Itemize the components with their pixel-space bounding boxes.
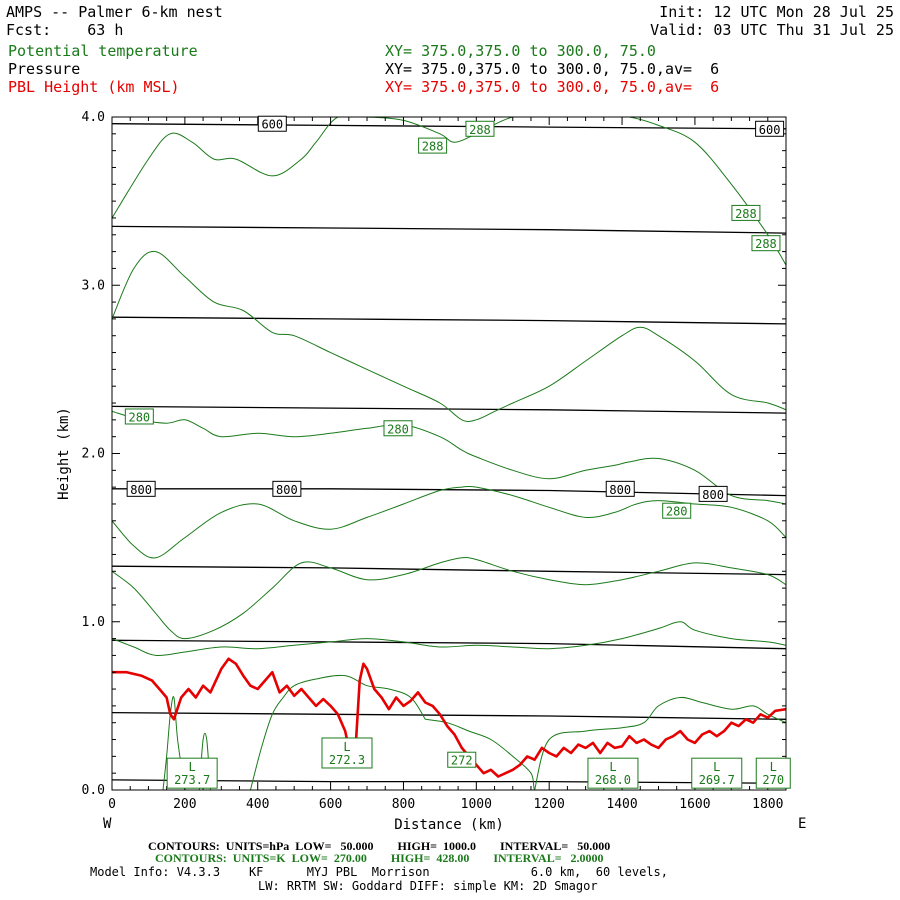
pressure-label: 800: [276, 483, 298, 497]
pressure-contour-8: [112, 779, 786, 784]
pressure-contour-5: [112, 565, 786, 576]
theta-label-box: [465, 120, 495, 137]
x-tick-label: 200: [173, 797, 196, 812]
theta-label: 280: [128, 410, 150, 424]
y-tick-label: 4.0: [82, 110, 105, 125]
low-marker-value: 273.7: [174, 773, 210, 787]
field-pbl-name: PBL Height (km MSL): [8, 78, 180, 96]
x-tick-label: 400: [246, 797, 269, 812]
x-tick-label: 1600: [679, 797, 710, 812]
theta-contour-9: [425, 718, 542, 790]
theta-label-box: [662, 502, 692, 519]
low-marker-box: [587, 757, 639, 789]
theta-label-box: [447, 751, 477, 768]
theta-label-box: [731, 204, 761, 221]
y-tick-label: 0.0: [82, 783, 105, 798]
theta-contour-3: [112, 485, 786, 559]
low-marker-letter: L: [770, 760, 777, 774]
low-marker-box: [166, 757, 218, 789]
field-pressure-name: Pressure: [8, 60, 81, 78]
low-marker-value: 270: [762, 773, 784, 787]
pressure-label: 800: [130, 483, 152, 497]
forecast-hour: Fcst: 63 h: [6, 21, 124, 39]
theta-label-box: [751, 235, 781, 252]
theta-label: 280: [666, 505, 688, 519]
west-label: W: [103, 816, 112, 832]
plot-area: [112, 117, 786, 790]
low-marker-box: [755, 757, 791, 789]
x-tick-label: 0: [108, 797, 116, 812]
low-marker-value: 268.0: [595, 773, 631, 787]
x-tick-label: 600: [319, 797, 342, 812]
valid-time: Valid: 03 UTC Thu 31 Jul 25: [650, 21, 894, 39]
field-theta-name: Potential temperature: [8, 42, 198, 60]
pressure-contour-2: [112, 316, 786, 325]
theta-label-box: [124, 408, 154, 425]
theta-label: 288: [469, 123, 491, 137]
theta-label-box: [418, 137, 448, 154]
pressure-label: 800: [702, 488, 724, 502]
low-marker-box: [321, 737, 373, 769]
y-tick-label: 1.0: [82, 615, 105, 630]
x-tick-label: 1000: [461, 797, 492, 812]
low-marker-letter: L: [713, 760, 720, 774]
theta-label-box: [383, 420, 413, 437]
theta-contour-1: [112, 250, 786, 422]
low-marker-letter: L: [609, 760, 616, 774]
pressure-label-box: [605, 480, 635, 497]
footer-pressure-contours: CONTOURS: UNITS=hPa LOW= 50.000 HIGH= 10…: [148, 839, 611, 853]
theta-contour-4: [112, 557, 786, 640]
low-marker-letter: L: [189, 760, 196, 774]
theta-label: 288: [755, 237, 777, 251]
field-pbl-xy: XY= 375.0,375.0 to 300.0, 75.0,av= 6: [385, 78, 720, 96]
x-axis-label: Distance (km): [394, 817, 504, 833]
pressure-label: 600: [759, 123, 781, 137]
footer-physics-info: LW: RRTM SW: Goddard DIFF: simple KM: 2D…: [258, 879, 598, 893]
east-label: E: [798, 816, 806, 832]
pressure-label-box: [126, 480, 156, 497]
theta-label: 288: [422, 140, 444, 154]
theta-contour-6: [162, 696, 186, 790]
pbl-height-line: [112, 657, 786, 778]
pressure-contour-7: [112, 711, 786, 720]
field-theta-xy: XY= 375.0,375.0 to 300.0, 75.0: [385, 42, 656, 60]
theta-contour-8: [249, 674, 426, 790]
low-marker-value: 272.3: [329, 753, 365, 767]
theta-label: 272: [451, 754, 473, 768]
y-axis-label: Height (km): [56, 407, 72, 500]
x-tick-label: 1200: [534, 797, 565, 812]
model-title: AMPS -- Palmer 6-km nest: [6, 3, 223, 21]
pressure-contour-4: [112, 488, 786, 497]
pressure-label-box: [698, 485, 728, 502]
y-tick-label: 2.0: [82, 447, 105, 462]
theta-contour-2: [112, 410, 786, 505]
pressure-label-box: [755, 120, 785, 137]
footer-model-info: Model Info: V4.3.3 KF MYJ PBL Morrison 6…: [90, 865, 668, 879]
theta-contour-5: [112, 621, 786, 657]
pressure-label-box: [257, 115, 287, 132]
theta-contour-10: [534, 696, 786, 790]
pressure-contour-0: [112, 123, 786, 130]
x-tick-label: 800: [392, 797, 415, 812]
theta-label: 288: [735, 207, 757, 221]
pressure-contour-1: [112, 225, 786, 234]
pressure-label-box: [272, 480, 302, 497]
pressure-label: 800: [609, 483, 631, 497]
field-pressure-xy: XY= 375.0,375.0 to 300.0, 75.0,av= 6: [385, 60, 720, 78]
pressure-label: 600: [261, 118, 283, 132]
init-time: Init: 12 UTC Mon 28 Jul 25: [659, 3, 894, 21]
footer-theta-contours: CONTOURS: UNITS=K LOW= 270.00 HIGH= 428.…: [155, 851, 604, 865]
pressure-contour-6: [112, 639, 786, 650]
pressure-contour-3: [112, 405, 786, 414]
theta-label: 280: [387, 422, 409, 436]
x-tick-label: 1800: [752, 797, 783, 812]
x-tick-label: 1400: [606, 797, 637, 812]
y-tick-label: 3.0: [82, 278, 105, 293]
theta-contour-0: [112, 117, 786, 266]
low-marker-letter: L: [343, 740, 350, 754]
low-marker-value: 269.7: [699, 773, 735, 787]
low-marker-box: [691, 757, 743, 789]
